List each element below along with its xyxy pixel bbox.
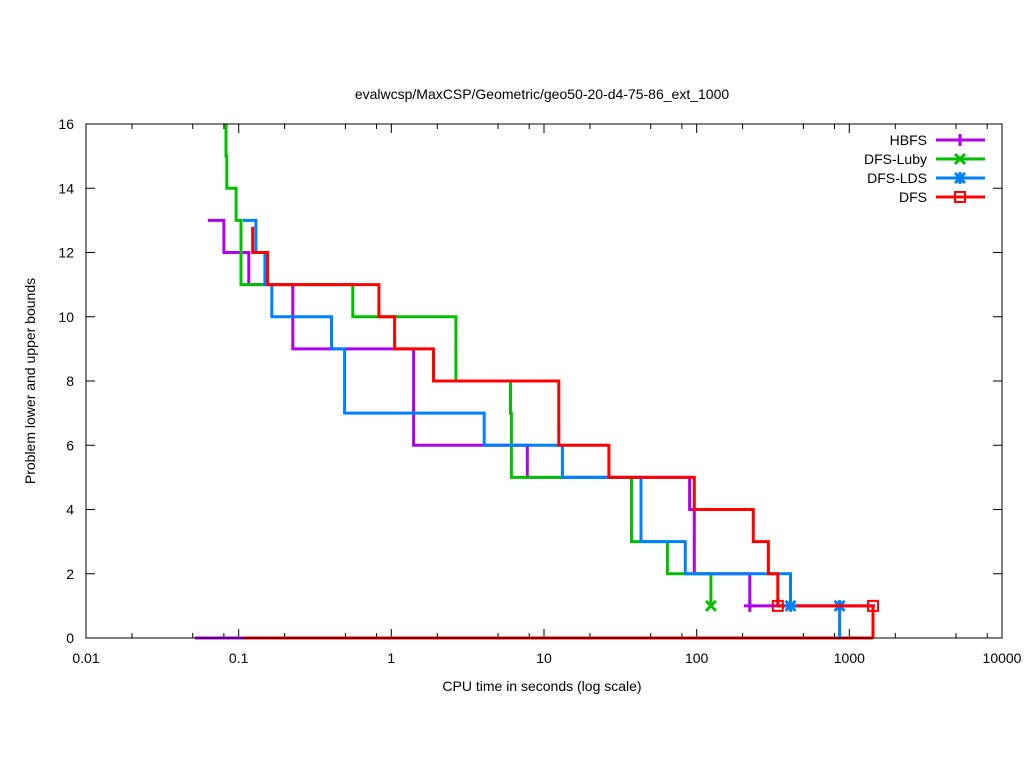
x-tick-label: 0.01 [72,650,99,666]
series-dfs-lds-upper-bound [242,218,842,638]
series-dfs-lds-marker [784,599,797,612]
series-dfs-upper-bound [251,226,875,638]
y-tick-label: 10 [58,309,74,325]
legend-label-dfs: DFS [899,189,927,205]
y-tick-label: 4 [66,502,74,518]
x-axis-label: CPU time in seconds (log scale) [442,678,641,694]
legend-label-dfs-lds: DFS-LDS [867,170,927,186]
legend-marker-hbfs [954,134,966,146]
y-tick-label: 2 [66,566,74,582]
chart-title: evalwcsp/MaxCSP/Geometric/geo50-20-d4-75… [355,86,730,102]
legend-marker-dfs [954,191,966,203]
x-tick-label: 1 [387,650,395,666]
x-tick-label: 1000 [834,650,865,666]
y-tick-label: 0 [66,630,74,646]
legend-label-dfs-luby: DFS-Luby [864,151,927,167]
series-dfs-marker [867,599,880,612]
y-tick-label: 6 [66,437,74,453]
x-tick-label: 100 [685,650,709,666]
axes: 0.01 0.1 1 10 100 1000 10000 0 2 4 6 8 10 12 14 16 [58,116,1021,666]
plot-frame [85,123,1003,639]
x-tick-label: 10 [536,650,552,666]
y-tick-label: 12 [58,245,74,261]
series-dfs-marker [771,599,784,612]
legend: HBFS DFS-Luby DFS-LDS DFS [864,132,985,205]
series-dfs-luby-upper-bound [224,124,713,606]
x-tick-label: 10000 [983,650,1022,666]
y-tick-label: 8 [66,373,74,389]
series-hbfs-upper-bound [207,218,876,608]
y-tick-label: 16 [58,116,74,132]
series-hbfs-marker [743,599,756,612]
series-layer [194,124,880,640]
legend-label-hbfs: HBFS [890,132,927,148]
x-tick-label: 0.1 [229,650,249,666]
legend-marker-dfs-luby [953,152,967,166]
y-axis-label: Problem lower and upper bounds [22,278,38,484]
y-tick-label: 14 [58,180,74,196]
legend-marker-dfs-lds [953,171,967,185]
series-dfs-luby-marker [704,599,717,612]
